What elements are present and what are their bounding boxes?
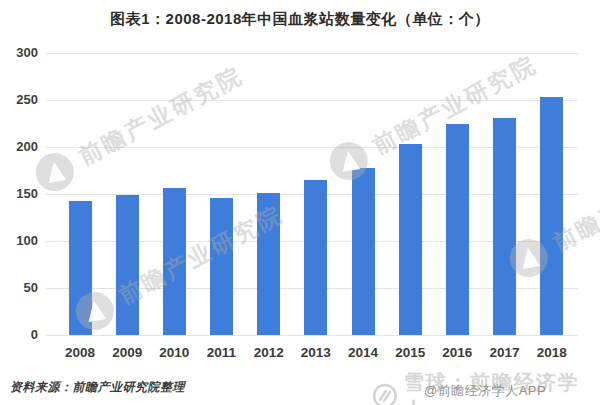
x-axis-label-2012: 2012 [246,345,292,360]
bar-2016 [446,124,469,336]
x-axis-label-2018: 2018 [529,345,575,360]
x-axis-label-2010: 2010 [151,345,197,360]
y-axis-tick-label: 250 [0,92,38,107]
y-axis-tick-label: 0 [0,327,38,342]
bar-2018 [540,97,563,335]
bar-2010 [163,188,186,335]
y-axis-tick-label: 300 [0,45,38,60]
plot-area [46,53,578,335]
chart-canvas: 图表1：2008-2018年中国血浆站数量变化（单位：个） 300 250 200 1… [0,0,600,405]
app-watermark-text: @前瞻经济学人APP [424,382,546,400]
y-axis-tick-label: 150 [0,186,38,201]
x-axis-label-2017: 2017 [482,345,528,360]
gridline [46,53,578,54]
source-note: 资料来源：前瞻产业研究院整理 [10,379,185,396]
x-axis-label-2009: 2009 [104,345,150,360]
gridline [46,100,578,101]
bar-2011 [210,198,233,335]
x-axis-label-2014: 2014 [340,345,386,360]
x-axis-label-2008: 2008 [57,345,103,360]
y-axis-tick-label: 200 [0,139,38,154]
chart-title: 图表1：2008-2018年中国血浆站数量变化（单位：个） [0,10,600,29]
bar-2015 [399,144,422,335]
bar-2009 [116,195,139,335]
y-axis-tick-label: 100 [0,233,38,248]
bar-2008 [69,201,92,335]
x-axis-label-2011: 2011 [199,345,245,360]
bar-2017 [493,118,516,335]
bar-2014 [352,168,375,335]
x-axis-label-2015: 2015 [387,345,433,360]
bar-2013 [304,180,327,335]
x-axis-label-2016: 2016 [434,345,480,360]
gridline [46,335,578,336]
y-axis-tick-label: 50 [0,280,38,295]
xueqiu-logo-icon [372,383,398,405]
x-axis-label-2013: 2013 [293,345,339,360]
bar-2012 [257,193,280,335]
